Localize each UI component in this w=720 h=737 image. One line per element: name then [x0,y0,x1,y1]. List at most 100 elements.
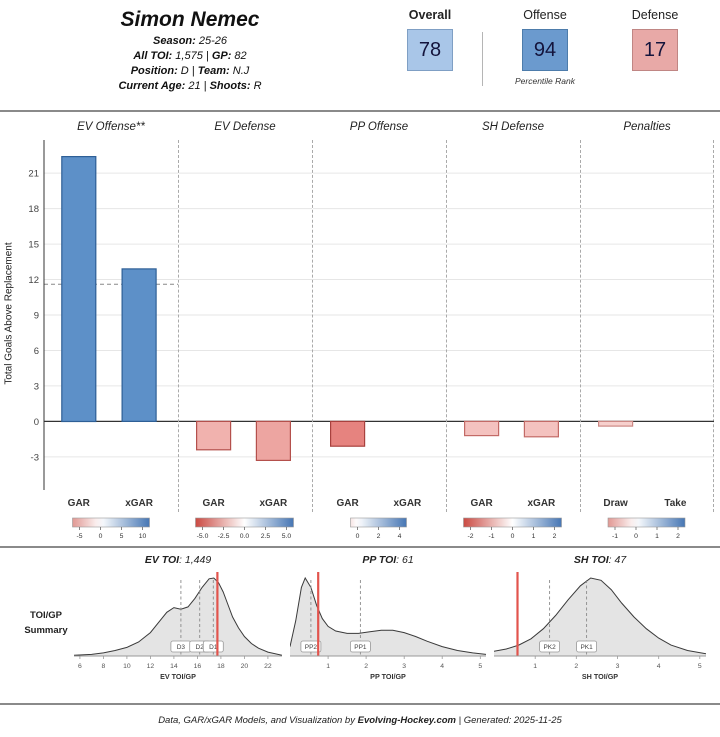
percentile-ranks: Overall 78 Offense 94 Percentile Rank De… [380,6,720,110]
svg-text:0: 0 [511,533,515,540]
svg-text:-2: -2 [467,533,473,540]
pp-toi-title-label: PP TOI [362,554,397,566]
svg-text:Draw: Draw [603,498,628,509]
svg-text:5: 5 [120,533,124,540]
svg-text:xGAR: xGAR [528,498,557,509]
svg-text:PP1: PP1 [354,644,367,651]
panel-title-penalties: Penalties [623,121,671,133]
y-axis-title: Total Goals Above Replacement [3,242,15,385]
overall-percentile: Overall 78 [380,8,480,110]
defense-percentile: Defense 17 [605,8,705,110]
svg-text:10: 10 [139,533,147,540]
age-shoots-line: Current Age: 21 | Shoots: R [0,80,380,92]
footer-generated: | Generated: 2025-11-25 [455,715,562,726]
separator: | [200,80,210,92]
season-line: Season: 25-26 [0,35,380,47]
svg-text:12: 12 [147,663,155,670]
svg-text:-1: -1 [612,533,618,540]
panel-title-ev-defense: EV Defense [214,121,276,133]
season-value: 25-26 [195,35,227,47]
svg-text:21: 21 [28,169,39,180]
panel-sh-defense: SH Defense GAR xGAR -2 -1 0 1 2 [446,118,580,542]
svg-text:D2: D2 [196,644,205,651]
ev-offense-color-legend: -5 0 5 10 [72,517,150,540]
svg-text:xGAR: xGAR [260,498,289,509]
player-name: Simon Nemec [120,8,260,31]
svg-text:20: 20 [241,663,249,670]
separator: | [202,50,212,62]
svg-text:-3: -3 [31,452,39,463]
offense-label: Offense [523,8,567,22]
svg-text:3: 3 [616,663,620,670]
percentile-rank-caption: Percentile Rank [514,76,575,86]
svg-text:GAR: GAR [68,498,91,509]
svg-text:GAR: GAR [470,498,493,509]
all-toi-label: All TOI: [133,50,173,62]
shoots-value: R [250,80,262,92]
svg-text:2: 2 [676,533,680,540]
svg-text:18: 18 [217,663,225,670]
svg-text:4: 4 [398,533,402,540]
sh-defense-bar-chart: GAR xGAR [447,172,580,509]
svg-text:8: 8 [102,663,106,670]
offense-value-box: 94 [522,29,568,71]
svg-text:D1: D1 [209,644,218,651]
svg-text:-5.0: -5.0 [197,533,209,540]
panel-title-pp-offense: PP Offense [349,121,409,133]
pp-toi-density-chart: PP2 PP1 1 2 3 4 5 PP TOI/GP [290,572,486,681]
defense-label: Defense [631,8,679,22]
svg-text:1: 1 [655,533,659,540]
team-value: N.J [229,65,250,77]
svg-text:3: 3 [402,663,406,670]
shoots-label: Shoots: [209,80,251,92]
age-value: 21 [185,80,201,92]
svg-text:0: 0 [634,533,638,540]
svg-text:1: 1 [326,663,330,670]
sh-defense-color-legend: -2 -1 0 1 2 [463,517,562,540]
gp-label: GP: [211,50,232,62]
position-team-line: Position: D | Team: N.J [0,65,380,77]
svg-text:1: 1 [533,663,537,670]
svg-text:Take: Take [664,498,686,509]
gar-charts-section: Total Goals Above Replacement EV Offense… [0,112,720,548]
svg-text:0: 0 [356,533,360,540]
sh-toi-title-label: SH TOI [573,554,609,566]
svg-text:16: 16 [194,663,202,670]
ev-offense-bar-chart: -3 0 3 6 9 12 15 18 21 GAR xGAR [28,140,178,509]
svg-text:-5: -5 [76,533,82,540]
offense-percentile: Offense 94 Percentile Rank [485,8,605,110]
panel-ev-defense: EV Defense GAR xGAR -5.0 -2.5 0.0 2.5 5.0 [178,118,312,542]
panel-ev-offense: EV Offense** -3 0 3 6 9 12 15 18 21 GAR xGAR -5 0 5 1… [16,118,178,542]
svg-text:5: 5 [478,663,482,670]
svg-text:GAR: GAR [202,498,225,509]
svg-text:10: 10 [123,663,131,670]
svg-text:xGAR: xGAR [394,498,423,509]
svg-text:PP2: PP2 [305,644,318,651]
svg-text:0.0: 0.0 [240,533,250,540]
ev-toi-title-value: : 1,449 [179,554,212,566]
toi-label-line2: Summary [24,625,68,637]
sh-toi-title: SH TOI: 47 [494,554,706,570]
svg-text:SH TOI/GP: SH TOI/GP [582,672,618,681]
svg-text:14: 14 [170,663,178,670]
svg-text:18: 18 [28,204,39,215]
pp-toi-density: PP TOI: 61 PP2 PP1 1 2 3 4 5 PP TOI/GP [290,554,486,684]
svg-text:15: 15 [28,240,39,251]
ev-toi-title: EV TOI: 1,449 [74,554,282,570]
vertical-divider [482,32,483,86]
panel-title-ev-offense: EV Offense** [77,121,145,133]
svg-text:22: 22 [264,663,272,670]
svg-text:GAR: GAR [336,498,359,509]
svg-text:-1: -1 [488,533,494,540]
svg-text:D3: D3 [177,644,186,651]
ev-toi-title-label: EV TOI [144,554,180,566]
footer-brand: Evolving-Hockey.com [357,715,456,726]
position-label: Position: [130,65,178,77]
svg-text:EV TOI/GP: EV TOI/GP [160,672,196,681]
player-info: Simon Nemec Season: 25-26 All TOI: 1,575… [0,6,380,110]
svg-text:4: 4 [440,663,444,670]
svg-text:0: 0 [34,417,39,428]
svg-text:6: 6 [78,663,82,670]
svg-text:PK2: PK2 [543,644,556,651]
toi-summary-section: TOI/GP Summary EV TOI: 1,449 D3 D2 D1 6 8 10 1… [0,548,720,705]
